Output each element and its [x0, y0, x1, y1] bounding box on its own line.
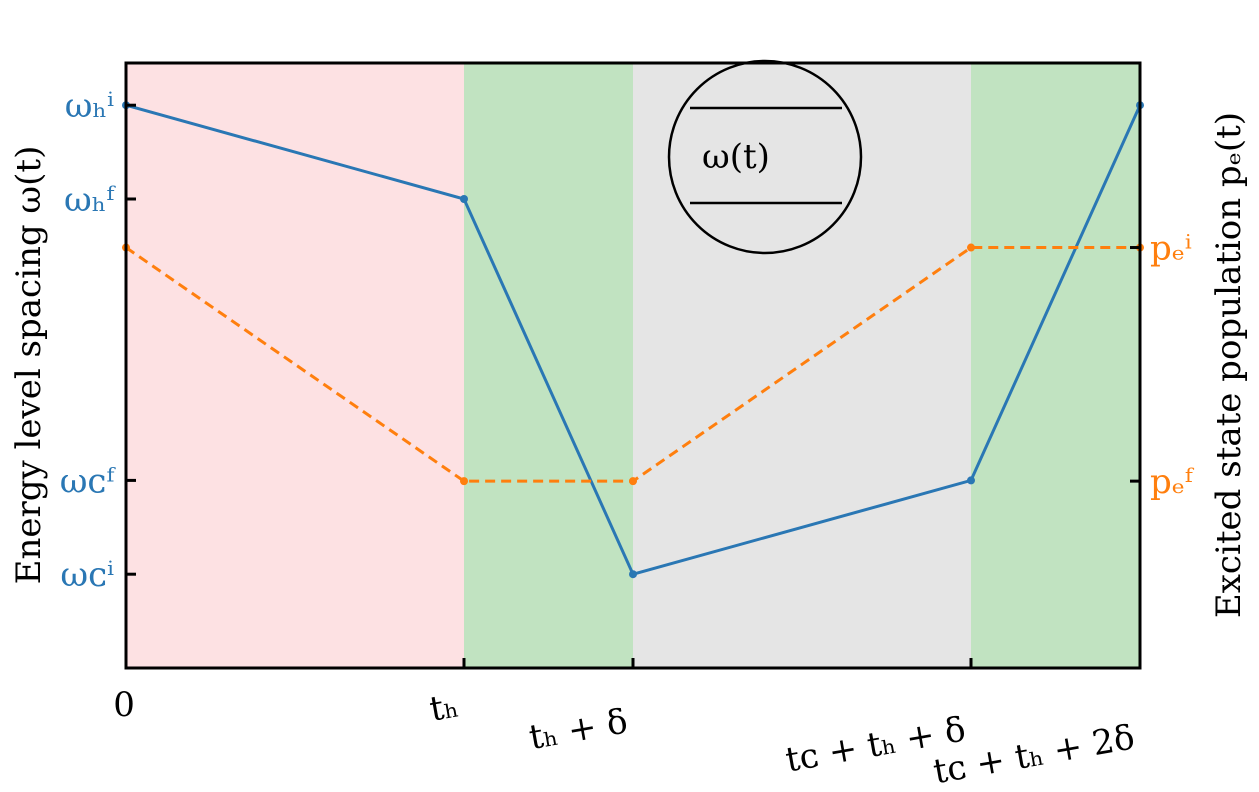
region	[971, 63, 1140, 668]
x-tick-label: tₕ	[427, 685, 462, 729]
y-tick-label: ωₕⁱ	[65, 86, 114, 126]
y-tick-label: ωᴄᶠ	[60, 461, 117, 501]
point	[629, 477, 637, 486]
y2-axis-label: Excited state population pₑ(t)	[1209, 112, 1249, 618]
x-tick-label: 0	[113, 685, 135, 725]
inset-circle	[667, 59, 863, 255]
point	[460, 477, 468, 486]
x-tick-label: tₕ + δ	[526, 701, 630, 758]
region	[126, 63, 464, 668]
region	[464, 63, 633, 668]
y-axis-label: Energy level spacing ω(t)	[9, 146, 49, 585]
y2-tick-label: pₑᶠ	[1150, 462, 1195, 502]
y-tick-label: ωₕᶠ	[64, 180, 116, 220]
y-tick-label: ωᴄⁱ	[60, 555, 114, 595]
point	[967, 243, 975, 252]
point	[967, 476, 975, 485]
inset-label: ω(t)	[702, 137, 770, 177]
inset: ω(t)	[667, 59, 863, 255]
y2-tick-label: pₑⁱ	[1150, 229, 1192, 269]
regions	[126, 63, 1140, 668]
point	[629, 570, 637, 579]
point	[460, 195, 468, 204]
